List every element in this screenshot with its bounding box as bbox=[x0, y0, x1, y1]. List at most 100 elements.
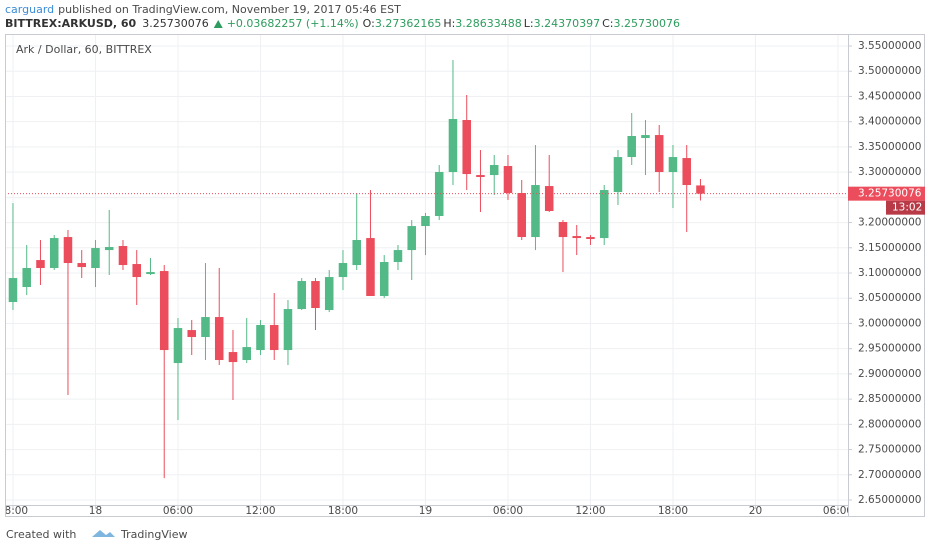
candle-body bbox=[434, 172, 444, 217]
o: 3.27362165 bbox=[375, 17, 441, 30]
candle-body bbox=[558, 222, 568, 238]
candle-body bbox=[269, 325, 279, 351]
candle-body bbox=[544, 186, 554, 212]
last: 3.25730076 bbox=[142, 17, 208, 30]
x-tick-label: 18:00 bbox=[328, 505, 358, 517]
y-tick-label: 3.45000000 bbox=[858, 90, 921, 102]
candle-body bbox=[159, 271, 169, 351]
candle-body bbox=[118, 246, 128, 266]
candle-body bbox=[476, 175, 485, 178]
chart-frame bbox=[5, 34, 925, 517]
o-label: O: bbox=[363, 17, 375, 30]
candle-body bbox=[8, 278, 18, 303]
chart-title: Ark / Dollar, 60, BITTREX bbox=[16, 43, 152, 56]
x-tick-label: 18:00 bbox=[0, 505, 28, 517]
candle-body bbox=[586, 237, 595, 240]
candle-body bbox=[132, 264, 141, 278]
y-tick-label: 3.15000000 bbox=[858, 242, 921, 254]
plot-area: 18:00 18 06:00 12:00 18:00 19 06:00 12:00 18:00 2… bbox=[0, 34, 853, 517]
candle-body bbox=[503, 166, 513, 194]
y-tick-label: 3.50000000 bbox=[858, 65, 921, 77]
candle-body bbox=[393, 250, 403, 263]
x-tick-label: 19 bbox=[419, 505, 432, 517]
candle-body bbox=[696, 185, 705, 194]
symbol: BITTREX:ARKUSD, 60 bbox=[5, 17, 137, 30]
countdown-box bbox=[886, 200, 925, 215]
c-label: C: bbox=[602, 17, 613, 30]
y-tick-label: 3.35000000 bbox=[858, 141, 921, 153]
candle-body bbox=[283, 309, 293, 351]
candle-body bbox=[49, 238, 59, 269]
candle-body bbox=[187, 330, 196, 338]
created-with: Created with bbox=[6, 528, 76, 541]
candle-body bbox=[668, 157, 678, 173]
y-tick-label: 3.20000000 bbox=[858, 217, 921, 229]
y-tick-label: 3.55000000 bbox=[858, 40, 921, 52]
up-arrow bbox=[213, 20, 223, 28]
symbol-line: BITTREX:ARKUSD, 60 3.25730076 +0.03682257 … bbox=[5, 17, 680, 30]
brand[interactable]: TradingView bbox=[120, 528, 187, 541]
y-tick-label: 2.85000000 bbox=[858, 393, 921, 405]
candle-body bbox=[421, 216, 430, 227]
author[interactable]: carguard bbox=[5, 3, 54, 16]
candle-body bbox=[517, 193, 526, 238]
y-tick-label: 3.10000000 bbox=[858, 267, 921, 279]
candle-body bbox=[572, 236, 581, 239]
x-tick-label: 18:00 bbox=[658, 505, 688, 517]
candle-body bbox=[173, 328, 183, 364]
candle-body bbox=[324, 277, 334, 311]
candle-body bbox=[682, 158, 691, 186]
h-label: H: bbox=[443, 17, 455, 30]
candle-body bbox=[201, 317, 210, 338]
change: +0.03682257 (+1.14%) bbox=[227, 17, 359, 30]
y-tick-label: 2.90000000 bbox=[858, 368, 921, 380]
candle-body bbox=[613, 157, 623, 193]
candle-body bbox=[462, 120, 471, 175]
l: 3.24370397 bbox=[534, 17, 600, 30]
y-tick-label: 3.05000000 bbox=[858, 292, 921, 304]
h: 3.28633488 bbox=[455, 17, 521, 30]
candle-body bbox=[379, 262, 389, 297]
x-tick-label: 06:00 bbox=[823, 505, 853, 517]
x-tick-label: 06:00 bbox=[493, 505, 523, 517]
published: published on TradingView.com, November 1… bbox=[58, 3, 401, 16]
x-tick-label: 12:00 bbox=[245, 505, 275, 517]
last-price-label: 3.25730076 bbox=[858, 188, 922, 200]
countdown: 13:02 bbox=[892, 202, 922, 214]
candle-body bbox=[91, 248, 100, 269]
candle-body bbox=[77, 263, 86, 268]
y-tick-label: 3.00000000 bbox=[858, 317, 921, 329]
candle-body bbox=[228, 352, 238, 363]
candle-body bbox=[297, 281, 306, 310]
candle-body bbox=[146, 272, 155, 275]
candle-body bbox=[214, 317, 224, 361]
y-tick-label: 2.95000000 bbox=[858, 343, 921, 355]
last-price-box bbox=[848, 186, 925, 201]
y-tick-label: 3.40000000 bbox=[858, 116, 921, 128]
y-tick-label: 2.70000000 bbox=[858, 469, 921, 481]
candle-body bbox=[641, 135, 650, 139]
y-tick-label: 2.80000000 bbox=[858, 418, 921, 430]
candle-body bbox=[654, 135, 664, 173]
candle-body bbox=[599, 190, 609, 239]
candle-body bbox=[531, 185, 540, 238]
candle-body bbox=[448, 118, 458, 173]
candle-body bbox=[366, 238, 375, 297]
publish-line: carguard published on TradingView.com, No… bbox=[5, 3, 401, 16]
candle-body bbox=[22, 268, 31, 288]
x-tick-label: 18 bbox=[89, 505, 102, 517]
candle-body bbox=[36, 260, 45, 269]
candle-body bbox=[338, 263, 348, 278]
y-tick-label: 3.30000000 bbox=[858, 166, 921, 178]
candle-body bbox=[242, 347, 251, 361]
tv-logo bbox=[92, 530, 115, 537]
candle-body bbox=[407, 226, 416, 251]
candle-body bbox=[489, 165, 499, 176]
candle-body bbox=[256, 325, 265, 351]
x-tick-label: 06:00 bbox=[163, 505, 193, 517]
x-tick-label: 20 bbox=[749, 505, 762, 517]
x-tick-label: 12:00 bbox=[575, 505, 605, 517]
l-label: L: bbox=[524, 17, 534, 30]
